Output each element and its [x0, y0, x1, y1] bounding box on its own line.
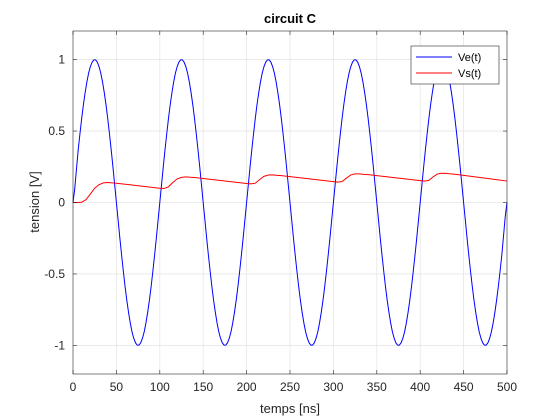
- legend-label-vs: Vs(t): [458, 68, 481, 80]
- ticks: 0 50 100 150 200 250 300 350 400 450 500 -1 -0.5 0 0.5…: [44, 31, 517, 394]
- x-tick-label: 250: [280, 380, 300, 394]
- y-tick-label: 1: [58, 53, 65, 67]
- x-tick-label: 400: [410, 380, 430, 394]
- chart-title: circuit C: [264, 11, 317, 26]
- x-tick-label: 200: [237, 380, 257, 394]
- series-line-vs: [73, 172, 508, 203]
- x-tick-label: 450: [454, 380, 474, 394]
- x-tick-label: 300: [323, 380, 343, 394]
- y-tick-label: -1: [54, 338, 65, 352]
- x-tick-label: 500: [497, 380, 517, 394]
- x-tick-label: 150: [193, 380, 213, 394]
- x-tick-label: 0: [70, 380, 77, 394]
- legend: Ve(t) Vs(t): [410, 45, 500, 85]
- y-tick-label: 0: [58, 196, 65, 210]
- x-tick-label: 50: [110, 380, 124, 394]
- legend-box: [410, 45, 500, 85]
- legend-label-ve: Ve(t): [458, 52, 481, 64]
- x-tick-label: 350: [367, 380, 387, 394]
- y-tick-label: -0.5: [44, 267, 65, 281]
- x-tick-label: 100: [150, 380, 170, 394]
- y-tick-label: 0.5: [48, 124, 65, 138]
- y-axis-label: tension [V]: [27, 171, 42, 232]
- x-axis-label: temps [ns]: [260, 401, 320, 416]
